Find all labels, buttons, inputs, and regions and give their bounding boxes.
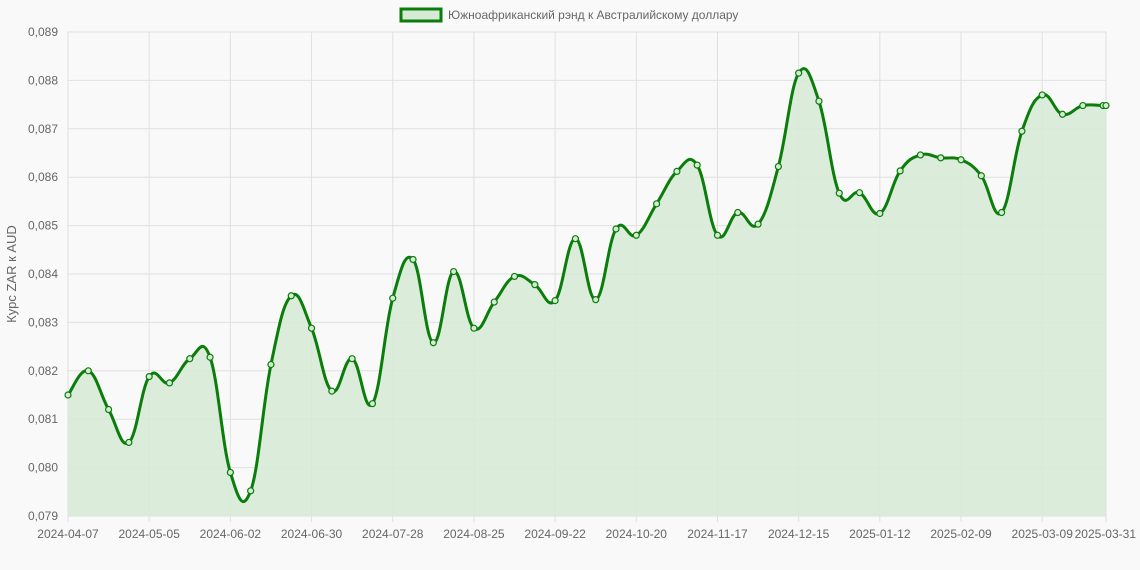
data-point[interactable] bbox=[957, 156, 965, 164]
y-tick-label: 0,082 bbox=[28, 364, 58, 378]
data-point[interactable] bbox=[632, 231, 640, 239]
data-point[interactable] bbox=[876, 209, 884, 218]
y-tick-label: 0,084 bbox=[28, 267, 58, 281]
data-point[interactable] bbox=[206, 353, 214, 361]
data-point[interactable] bbox=[734, 208, 742, 217]
x-tick-label: 2024-10-20 bbox=[606, 527, 668, 541]
y-tick-label: 0,085 bbox=[28, 219, 58, 233]
data-point[interactable] bbox=[84, 367, 92, 375]
y-tick-label: 0,083 bbox=[28, 315, 58, 329]
data-point[interactable] bbox=[247, 487, 255, 495]
data-point[interactable] bbox=[551, 297, 559, 305]
y-tick-label: 0,080 bbox=[28, 461, 58, 475]
data-point[interactable] bbox=[368, 400, 377, 408]
data-point[interactable] bbox=[592, 296, 600, 304]
data-point[interactable] bbox=[815, 97, 823, 105]
data-point[interactable] bbox=[571, 235, 580, 243]
data-point[interactable] bbox=[64, 391, 72, 399]
data-point[interactable] bbox=[531, 281, 539, 289]
y-tick-label: 0,086 bbox=[28, 170, 58, 184]
data-point[interactable] bbox=[693, 161, 701, 169]
data-point[interactable] bbox=[795, 69, 803, 77]
x-tick-label: 2024-04-07 bbox=[37, 527, 99, 541]
data-point[interactable] bbox=[1038, 91, 1046, 99]
y-axis-ticks: 0,079 0,080 0,081 0,082 0,083 0,084 0,085 0,086… bbox=[28, 25, 58, 523]
data-point[interactable] bbox=[328, 387, 336, 395]
y-tick-label: 0,089 bbox=[28, 25, 58, 39]
data-point[interactable] bbox=[673, 167, 681, 175]
x-tick-label: 2024-08-25 bbox=[443, 527, 505, 541]
x-tick-label: 2024-09-22 bbox=[524, 527, 586, 541]
data-point[interactable] bbox=[612, 225, 620, 233]
data-point[interactable] bbox=[186, 355, 194, 363]
x-tick-label: 2024-11-17 bbox=[687, 527, 748, 541]
series-points bbox=[64, 69, 1110, 495]
y-tick-label: 0,087 bbox=[28, 122, 58, 136]
x-tick-label: 2025-03-09 bbox=[1012, 527, 1074, 541]
data-point[interactable] bbox=[125, 438, 133, 447]
x-tick-label: 2024-07-28 bbox=[362, 527, 424, 541]
data-point[interactable] bbox=[165, 379, 174, 387]
y-tick-label: 0,079 bbox=[28, 509, 58, 523]
x-tick-label: 2025-01-12 bbox=[849, 527, 911, 541]
data-point[interactable] bbox=[1018, 127, 1026, 135]
x-tick-label: 2024-06-30 bbox=[281, 527, 343, 541]
x-axis-ticks: 2024-04-07 2024-05-05 2024-06-02 2024-06-30… bbox=[37, 527, 1136, 541]
data-point[interactable] bbox=[348, 355, 356, 363]
y-tick-label: 0,081 bbox=[28, 412, 58, 426]
data-point[interactable] bbox=[226, 468, 234, 477]
data-point[interactable] bbox=[1079, 101, 1087, 110]
data-point[interactable] bbox=[977, 172, 985, 180]
data-point[interactable] bbox=[1102, 101, 1110, 110]
x-tick-label: 2024-06-02 bbox=[200, 527, 262, 541]
series-area bbox=[68, 68, 1107, 516]
data-point[interactable] bbox=[998, 208, 1006, 217]
x-tick-label: 2024-12-15 bbox=[768, 527, 830, 541]
data-point[interactable] bbox=[145, 373, 153, 381]
data-point[interactable] bbox=[104, 405, 113, 414]
data-point[interactable] bbox=[713, 231, 722, 239]
legend-swatch[interactable] bbox=[399, 7, 443, 23]
data-point[interactable] bbox=[470, 324, 478, 332]
x-tick-label: 2024-05-05 bbox=[118, 527, 180, 541]
data-point[interactable] bbox=[409, 255, 417, 264]
area-fill bbox=[68, 68, 1107, 516]
legend-label[interactable]: Южноафриканский рэнд к Австралийскому до… bbox=[448, 8, 738, 22]
y-axis-title: Курс ZAR к AUD bbox=[4, 225, 19, 323]
data-point[interactable] bbox=[652, 200, 661, 208]
data-point[interactable] bbox=[937, 154, 945, 162]
data-point[interactable] bbox=[855, 189, 864, 197]
x-tick-label: 2025-03-31 bbox=[1075, 527, 1137, 541]
data-point[interactable] bbox=[307, 324, 316, 332]
data-point[interactable] bbox=[774, 162, 782, 171]
y-tick-label: 0,088 bbox=[28, 73, 58, 87]
data-point[interactable] bbox=[510, 272, 519, 281]
x-tick-label: 2025-02-09 bbox=[930, 527, 992, 541]
data-point[interactable] bbox=[916, 151, 925, 159]
data-point[interactable] bbox=[389, 294, 397, 302]
data-point[interactable] bbox=[754, 220, 762, 228]
data-point[interactable] bbox=[429, 339, 437, 347]
data-point[interactable] bbox=[896, 167, 904, 175]
data-point[interactable] bbox=[1058, 110, 1067, 118]
data-point[interactable] bbox=[267, 360, 275, 369]
data-point[interactable] bbox=[490, 298, 498, 306]
data-point[interactable] bbox=[287, 292, 295, 300]
data-point[interactable] bbox=[450, 267, 458, 276]
data-point[interactable] bbox=[835, 189, 843, 197]
legend[interactable]: Южноафриканский рэнд к Австралийскому до… bbox=[399, 7, 738, 23]
